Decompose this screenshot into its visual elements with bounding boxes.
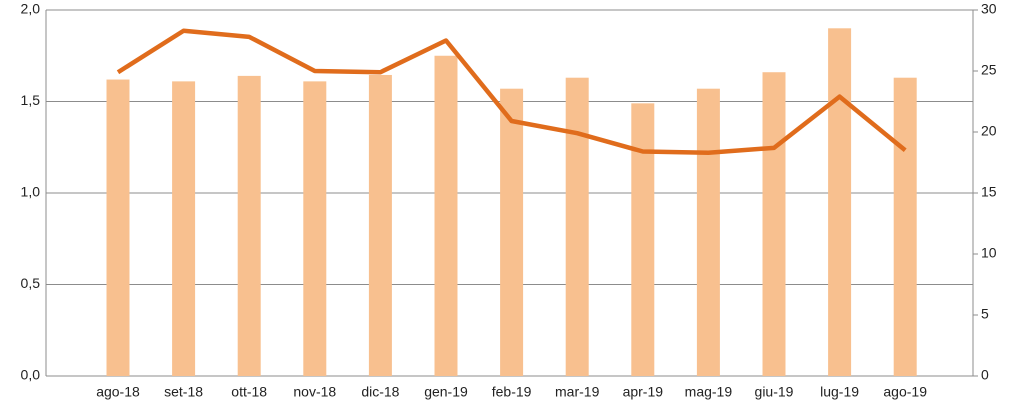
- x-tick-label: mag-19: [685, 384, 733, 400]
- line: [116, 28, 907, 155]
- x-tick-label: ago-19: [883, 384, 927, 400]
- y2-tick-label: 15: [981, 184, 997, 200]
- y-tick-label: 1,0: [21, 184, 41, 200]
- x-tick-label: feb-19: [492, 384, 532, 400]
- bar: [565, 77, 589, 377]
- x-tick-label: gen-19: [424, 384, 468, 400]
- bar: [106, 79, 130, 376]
- bar: [434, 55, 458, 376]
- y2-tick-label: 10: [981, 245, 997, 261]
- bar: [172, 81, 196, 377]
- y2-tick-label: 30: [981, 1, 997, 17]
- x-tick-label: lug-19: [820, 384, 859, 400]
- bar: [893, 77, 917, 377]
- y-tick-label: 0,0: [21, 367, 41, 383]
- bar: [762, 72, 786, 376]
- y2-tick-label: 20: [981, 123, 997, 139]
- x-tick-label: set-18: [164, 384, 203, 400]
- x-tick-label: nov-18: [293, 384, 336, 400]
- y2-tick-label: 0: [981, 367, 989, 383]
- y-tick-label: 2,0: [21, 1, 41, 17]
- y2-tick-label: 25: [981, 62, 997, 78]
- x-tick-label: mar-19: [555, 384, 600, 400]
- x-tick-label: giu-19: [755, 384, 794, 400]
- y-tick-label: 0,5: [21, 275, 41, 291]
- x-tick-label: ott-18: [231, 384, 267, 400]
- bar: [368, 74, 392, 376]
- bar: [631, 103, 655, 376]
- bar: [500, 88, 524, 376]
- bar: [696, 88, 720, 376]
- bar: [828, 28, 852, 377]
- x-tick-label: apr-19: [623, 384, 664, 400]
- x-tick-label: ago-18: [96, 384, 140, 400]
- y2-tick-label: 5: [981, 306, 989, 322]
- y-tick-label: 1,5: [21, 92, 41, 108]
- x-tick-label: dic-18: [361, 384, 399, 400]
- bar: [303, 81, 327, 377]
- bar: [237, 75, 261, 376]
